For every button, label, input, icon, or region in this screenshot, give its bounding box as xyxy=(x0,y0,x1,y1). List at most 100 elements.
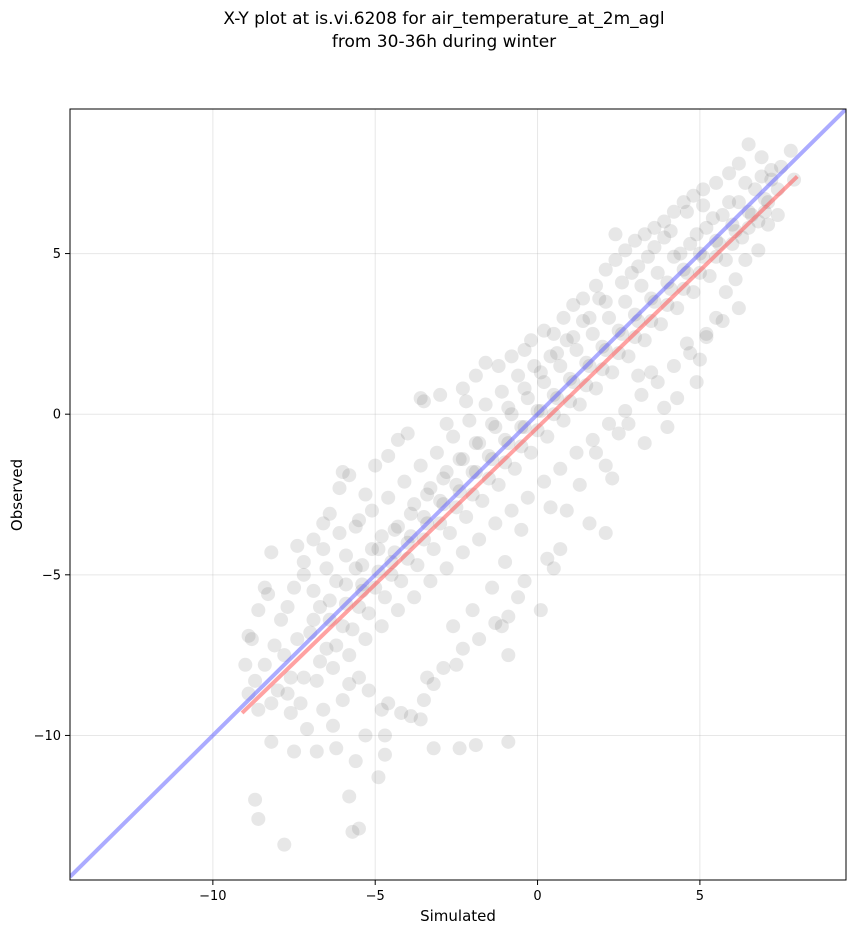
scatter-point xyxy=(553,461,568,476)
scatter-point xyxy=(468,436,483,451)
scatter-point xyxy=(394,574,409,589)
scatter-point xyxy=(751,243,766,258)
scatter-point xyxy=(647,220,662,235)
scatter-point xyxy=(741,137,756,152)
scatter-point xyxy=(689,375,704,390)
scatter-point xyxy=(501,734,516,749)
scatter-point xyxy=(420,487,435,502)
scatter-point xyxy=(566,297,581,312)
scatter-point xyxy=(637,436,652,451)
scatter-point xyxy=(576,291,591,306)
scatter-point xyxy=(371,542,386,557)
scatter-point xyxy=(468,368,483,383)
scatter-point xyxy=(377,590,392,605)
scatter-point xyxy=(410,558,425,573)
scatter-point xyxy=(342,677,357,692)
scatter-point xyxy=(309,744,324,759)
scatter-point xyxy=(342,648,357,663)
scatter-point xyxy=(660,420,675,435)
scatter-point xyxy=(468,465,483,480)
scatter-point xyxy=(494,619,509,634)
scatter-point xyxy=(660,275,675,290)
scatter-point xyxy=(650,265,665,280)
scatter-point xyxy=(325,718,340,733)
scatter-point xyxy=(413,458,428,473)
scatter-point xyxy=(403,709,418,724)
scatter-point xyxy=(556,413,571,428)
scatter-point xyxy=(316,542,331,557)
scatter-point xyxy=(251,702,266,717)
scatter-point xyxy=(313,599,328,614)
scatter-point xyxy=(598,294,613,309)
scatter-point xyxy=(524,333,539,348)
scatter-point xyxy=(251,603,266,618)
scatter-point xyxy=(618,403,633,418)
scatter-point xyxy=(368,580,383,595)
scatter-point xyxy=(413,391,428,406)
scatter-point xyxy=(540,551,555,566)
scatter-point xyxy=(264,545,279,560)
scatter-point xyxy=(387,545,402,560)
scatter-point xyxy=(351,670,366,685)
scatter-point xyxy=(566,330,581,345)
scatter-point xyxy=(290,538,305,553)
scatter-point xyxy=(709,233,724,248)
scatter-point xyxy=(582,359,597,373)
scatter-point xyxy=(283,670,298,685)
scatter-point xyxy=(676,195,691,210)
scatter-point xyxy=(770,208,785,223)
scatter-point xyxy=(618,243,633,258)
scatter-point xyxy=(653,317,668,332)
scatter-point xyxy=(718,252,733,267)
scatter-point xyxy=(621,349,636,364)
scatter-point xyxy=(491,477,506,492)
x-axis-ticks: −10 −5 0 5 xyxy=(199,880,704,904)
scatter-point xyxy=(472,436,487,451)
scatter-point xyxy=(397,474,412,489)
scatter-point xyxy=(329,741,344,756)
scatter-point xyxy=(287,744,302,759)
scatter-point xyxy=(251,811,266,826)
y-tick-label: −10 xyxy=(34,729,61,744)
scatter-point xyxy=(485,580,500,595)
scatter-point xyxy=(634,278,649,293)
scatter-point xyxy=(257,580,272,595)
scatter-point xyxy=(582,516,597,531)
scatter-point xyxy=(478,397,493,412)
scatter-point xyxy=(754,169,769,184)
scatter-point xyxy=(348,754,363,769)
scatter-point xyxy=(455,381,470,396)
scatter-point xyxy=(361,606,376,621)
scatter-points xyxy=(238,137,802,852)
scatter-point xyxy=(241,628,256,643)
scatter-point xyxy=(595,339,610,354)
trend-lines xyxy=(70,109,846,879)
scatter-point xyxy=(504,407,519,422)
scatter-point xyxy=(504,503,519,518)
scatter-point xyxy=(514,522,529,537)
scatter-point xyxy=(403,506,418,521)
scatter-point xyxy=(374,702,389,717)
scatter-point xyxy=(433,387,448,402)
scatter-point xyxy=(287,580,302,595)
scatter-point xyxy=(621,416,636,431)
scatter-point xyxy=(598,262,613,277)
scatter-point xyxy=(248,792,263,807)
scatter-point xyxy=(390,432,405,447)
scatter-point xyxy=(699,330,714,345)
scatter-point xyxy=(611,323,626,338)
scatter-point xyxy=(644,365,659,380)
scatter-point xyxy=(381,490,396,505)
scatter-point xyxy=(699,220,714,235)
scatter-point xyxy=(738,175,753,190)
scatter-point xyxy=(627,307,642,322)
scatter-point xyxy=(319,561,334,576)
scatter-point xyxy=(666,249,681,264)
scatter-point xyxy=(488,420,503,435)
scatter-point xyxy=(423,574,438,589)
scatter-point xyxy=(725,217,740,232)
scatter-point xyxy=(472,632,487,647)
scatter-point xyxy=(462,413,477,428)
scatter-point xyxy=(614,275,629,290)
scatter-point xyxy=(429,445,444,460)
